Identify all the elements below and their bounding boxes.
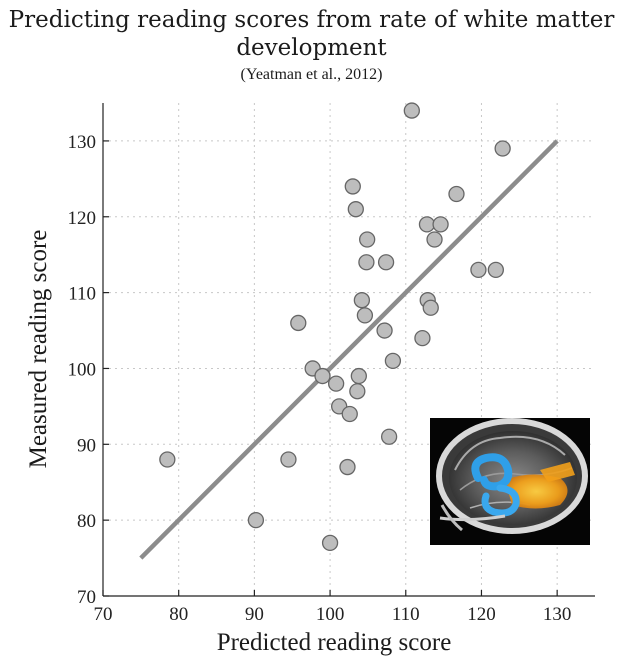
data-point [350, 367, 367, 385]
x-tick-label: 80 [169, 604, 188, 625]
data-point [347, 201, 364, 218]
y-axis-title: Measured reading score [25, 230, 52, 469]
data-point [339, 458, 356, 476]
data-point [353, 292, 371, 309]
data-point [290, 314, 307, 332]
data-point [432, 216, 449, 233]
data-point [327, 375, 345, 392]
x-tick-label: 130 [543, 604, 572, 625]
data-point [494, 140, 511, 157]
data-point [341, 405, 358, 423]
x-tick-label: 100 [316, 604, 345, 625]
data-point [358, 254, 375, 271]
y-tick-label: 130 [68, 132, 97, 153]
tick-labels: 70 80 90 100 110 120 130 70 80 90 100 110 120 130 [68, 132, 572, 625]
y-tick-label: 70 [77, 587, 96, 608]
data-point [487, 261, 504, 279]
x-tick-label: 120 [467, 604, 496, 625]
x-tick-label: 110 [392, 604, 420, 625]
chart-title-line-2: development [236, 35, 387, 61]
y-tick-label: 120 [68, 208, 97, 229]
data-point [384, 352, 402, 370]
fit-line [139, 139, 559, 560]
chart-title-block: Predicting reading scores from rate of w… [0, 6, 623, 86]
x-tick-label: 70 [94, 604, 113, 625]
data-point [247, 512, 265, 529]
data-point [418, 216, 436, 233]
data-point [422, 299, 439, 316]
data-point [321, 534, 339, 552]
y-tick-label: 110 [68, 284, 96, 305]
data-point [403, 102, 420, 119]
axes [102, 103, 595, 597]
data-points [159, 102, 511, 552]
data-point [159, 451, 176, 468]
data-point [280, 451, 297, 468]
data-point [377, 254, 395, 271]
data-point [448, 185, 465, 203]
data-point [314, 367, 331, 385]
data-point [380, 428, 398, 445]
data-point [426, 231, 443, 248]
data-point [356, 307, 374, 324]
data-point [376, 322, 393, 339]
data-point [359, 231, 376, 248]
y-tick-label: 80 [77, 511, 96, 532]
chart-title-line-1: Predicting reading scores from rate of w… [8, 7, 615, 33]
x-axis-title: Predicted reading score [217, 629, 452, 656]
data-point [344, 178, 361, 195]
chart-citation: (Yeatman et al., 2012) [240, 66, 383, 83]
x-tick-label: 90 [245, 604, 264, 625]
data-point [414, 329, 431, 347]
brain-mri-inset-image [430, 418, 590, 545]
y-tick-label: 100 [68, 359, 97, 380]
data-point [349, 383, 366, 400]
data-point [470, 261, 487, 279]
y-tick-label: 90 [77, 435, 96, 456]
